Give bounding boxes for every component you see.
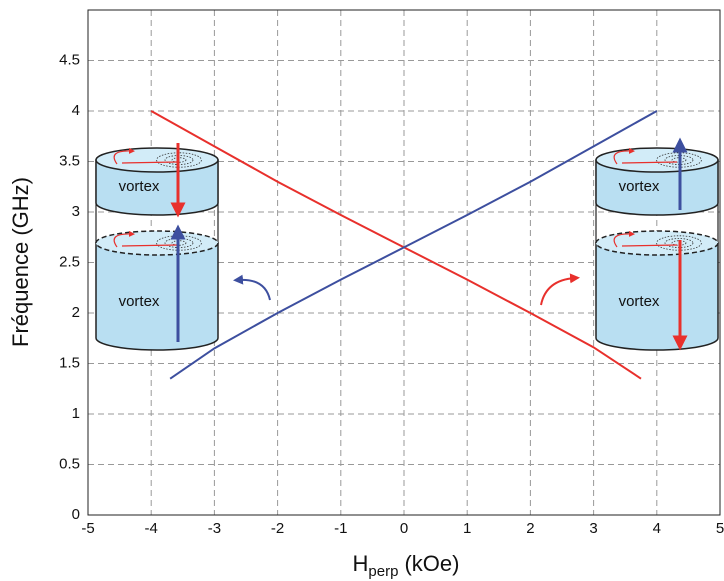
- y-axis-label: Fréquence (GHz): [8, 177, 33, 347]
- y-tick-label: 2: [72, 304, 80, 321]
- x-tick-label: 2: [526, 520, 534, 537]
- cylinder-body: [95, 242, 219, 351]
- x-tick-label: 3: [589, 520, 597, 537]
- swirl-line: [621, 161, 678, 164]
- series-line: [169, 110, 658, 380]
- core-ring: [671, 240, 687, 246]
- y-tick-label: 1.5: [59, 354, 80, 371]
- swirl-arrow: [113, 147, 135, 165]
- annotation: vortex: [619, 178, 660, 195]
- y-tick-label: 2.5: [59, 253, 80, 270]
- core-ring: [671, 157, 687, 163]
- cylinder-body: [595, 159, 719, 216]
- x-axis-label: Hperp (kOe): [353, 551, 460, 580]
- annotation: vortex: [119, 178, 160, 195]
- y-tick-label: 0: [72, 506, 80, 523]
- x-axis-label-main: H: [353, 551, 369, 576]
- swirl-line: [121, 244, 178, 247]
- swirl-line: [621, 244, 678, 247]
- x-tick-label: -1: [334, 520, 347, 537]
- y-tick-label: 3: [72, 203, 80, 220]
- series-line: [150, 110, 642, 380]
- x-tick-label: -3: [208, 520, 221, 537]
- x-tick-label: 5: [716, 520, 724, 537]
- pointer-arrow: [540, 273, 580, 306]
- plot-frame: [87, 9, 721, 516]
- swirl-arrow: [113, 230, 135, 248]
- cylinder-body: [95, 159, 219, 216]
- y-tick-label: 4: [72, 102, 80, 119]
- y-tick-label: 0.5: [59, 455, 80, 472]
- core-ring: [171, 240, 187, 246]
- pointer-arrow: [233, 274, 271, 301]
- core-ring: [171, 157, 187, 163]
- swirl-line: [121, 161, 178, 164]
- insets: vortex vortex vortex vortex: [95, 137, 719, 351]
- swirl-arrow: [613, 147, 635, 165]
- annotation: vortex: [119, 293, 160, 310]
- swirl-arrow: [613, 230, 635, 248]
- x-tick-label: 1: [463, 520, 471, 537]
- x-tick-label: 4: [653, 520, 661, 537]
- y-tick-label: 3.5: [59, 152, 80, 169]
- x-tick-label: -4: [145, 520, 158, 537]
- x-tick-label: 0: [400, 520, 408, 537]
- x-tick-label: -2: [271, 520, 284, 537]
- y-tick-label: 4.5: [59, 51, 80, 68]
- cylinder-body: [595, 242, 719, 351]
- x-axis-label-unit: (kOe): [404, 551, 459, 576]
- y-tick-label: 1: [72, 405, 80, 422]
- x-axis-label-sub: perp: [368, 563, 398, 580]
- annotation: vortex: [619, 293, 660, 310]
- x-tick-label: -5: [81, 520, 94, 537]
- lines: [150, 110, 658, 380]
